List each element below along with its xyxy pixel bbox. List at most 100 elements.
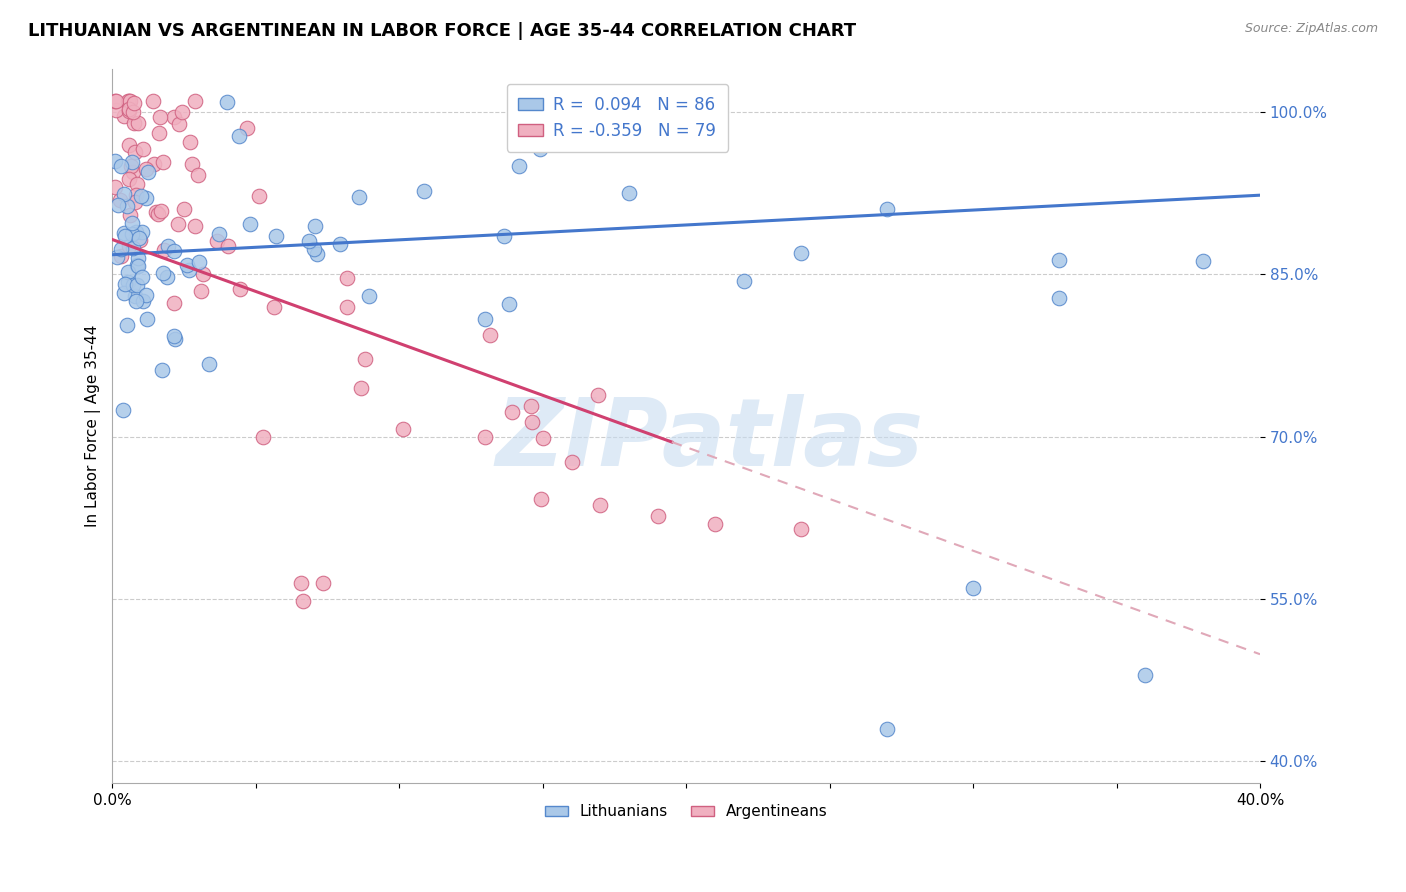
Point	[114, 229, 136, 244]
Point	[187, 168, 209, 182]
Point	[125, 278, 148, 293]
Point	[501, 405, 523, 419]
Point	[336, 301, 359, 315]
Point	[132, 142, 155, 156]
Point	[129, 233, 152, 247]
Point	[110, 249, 132, 263]
Point	[962, 581, 984, 595]
Point	[519, 399, 541, 413]
Point	[112, 109, 135, 123]
Point	[177, 263, 200, 277]
Point	[228, 128, 250, 143]
Point	[561, 455, 583, 469]
Point	[198, 357, 221, 371]
Point	[152, 154, 174, 169]
Text: ZIPatlas: ZIPatlas	[495, 394, 924, 486]
Point	[675, 94, 697, 108]
Point	[142, 94, 165, 108]
Point	[125, 258, 148, 272]
Point	[135, 191, 157, 205]
Point	[148, 110, 170, 124]
Point	[162, 110, 184, 124]
Point	[125, 177, 148, 191]
Point	[247, 189, 270, 203]
Point	[508, 159, 530, 173]
Point	[207, 234, 229, 248]
Point	[304, 219, 326, 234]
Y-axis label: In Labor Force | Age 35-44: In Labor Force | Age 35-44	[86, 325, 101, 527]
Point	[118, 208, 141, 222]
Point	[474, 430, 496, 444]
Point	[149, 204, 172, 219]
Point	[474, 311, 496, 326]
Point	[112, 285, 135, 300]
Point	[134, 288, 156, 302]
Point	[530, 491, 553, 506]
Point	[122, 242, 145, 256]
Point	[156, 269, 179, 284]
Point	[876, 202, 898, 216]
Point	[121, 227, 143, 241]
Point	[531, 430, 554, 444]
Point	[347, 190, 370, 204]
Point	[239, 217, 262, 231]
Point	[136, 311, 159, 326]
Point	[145, 205, 167, 219]
Point	[131, 269, 153, 284]
Point	[163, 332, 186, 346]
Point	[617, 186, 640, 200]
Point	[190, 284, 212, 298]
Point	[1135, 667, 1157, 681]
Point	[1047, 291, 1070, 305]
Point	[105, 103, 128, 118]
Point	[135, 161, 157, 176]
Point	[110, 242, 132, 256]
Point	[1047, 253, 1070, 268]
Point	[127, 115, 149, 129]
Point	[167, 217, 190, 231]
Point	[131, 294, 153, 309]
Point	[118, 138, 141, 153]
Point	[163, 328, 186, 343]
Point	[208, 227, 231, 241]
Point	[118, 172, 141, 186]
Point	[110, 159, 132, 173]
Point	[647, 508, 669, 523]
Point	[291, 594, 314, 608]
Point	[179, 135, 201, 149]
Point	[118, 239, 141, 253]
Point	[127, 260, 149, 274]
Point	[104, 94, 127, 108]
Point	[146, 207, 169, 221]
Point	[121, 105, 143, 120]
Point	[703, 516, 725, 531]
Point	[122, 96, 145, 111]
Point	[266, 228, 288, 243]
Point	[172, 105, 194, 120]
Point	[118, 94, 141, 108]
Point	[181, 157, 204, 171]
Point	[107, 198, 129, 212]
Point	[329, 237, 352, 252]
Point	[108, 193, 131, 207]
Point	[105, 250, 128, 264]
Point	[191, 267, 214, 281]
Point	[156, 239, 179, 253]
Point	[173, 202, 195, 217]
Point	[124, 289, 146, 303]
Point	[122, 165, 145, 179]
Point	[336, 270, 359, 285]
Point	[112, 403, 135, 417]
Point	[876, 722, 898, 736]
Point	[307, 246, 329, 260]
Point	[252, 430, 274, 444]
Point	[298, 234, 321, 248]
Point	[136, 165, 159, 179]
Point	[131, 225, 153, 239]
Point	[217, 239, 239, 253]
Point	[478, 328, 501, 343]
Point	[115, 318, 138, 333]
Point	[311, 575, 333, 590]
Point	[115, 198, 138, 212]
Text: LITHUANIAN VS ARGENTINEAN IN LABOR FORCE | AGE 35-44 CORRELATION CHART: LITHUANIAN VS ARGENTINEAN IN LABOR FORCE…	[28, 22, 856, 40]
